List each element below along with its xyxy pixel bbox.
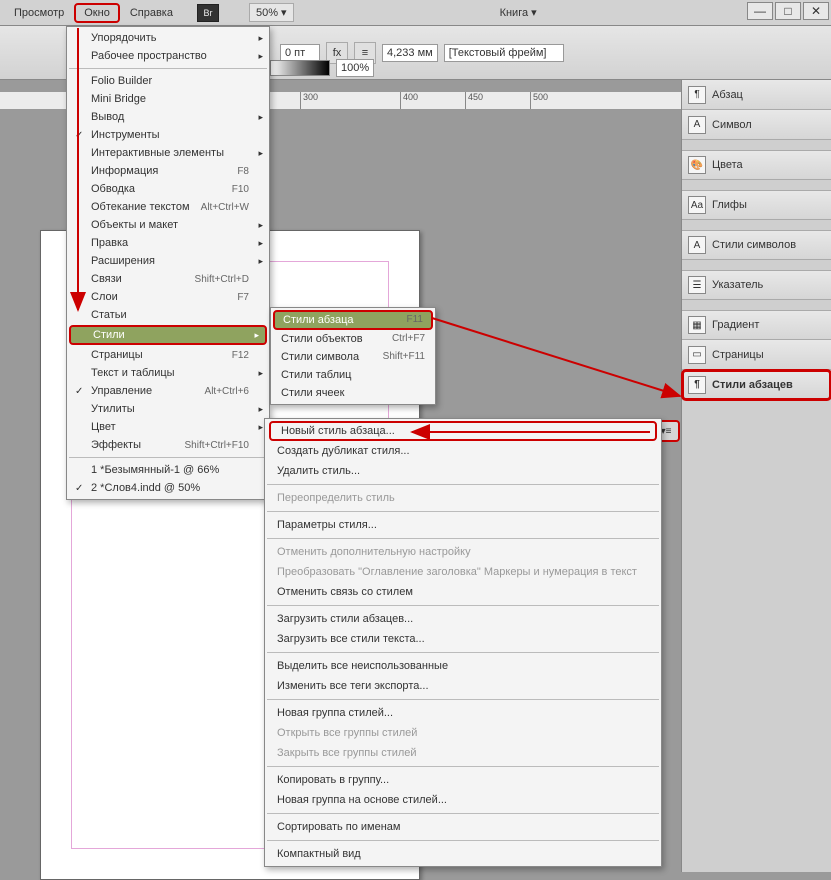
panel-label: Символ: [712, 119, 752, 131]
menu-item[interactable]: Mini Bridge: [67, 90, 269, 108]
context-item[interactable]: Загрузить все стили текста...: [265, 629, 661, 649]
submenu-item[interactable]: Стили абзацаF11: [273, 310, 433, 330]
context-item[interactable]: Компактный вид: [265, 844, 661, 864]
panel-icon: ¶: [688, 86, 706, 104]
panel-icon: ▭: [688, 346, 706, 364]
menu-item[interactable]: Объекты и макет: [67, 216, 269, 234]
menu-item[interactable]: Вывод: [67, 108, 269, 126]
panel-tab[interactable]: A Символ: [682, 110, 831, 140]
dim-field[interactable]: 4,233 мм: [382, 44, 438, 62]
panel-label: Стили абзацев: [712, 379, 793, 391]
menu-item[interactable]: Обтекание текстомAlt+Ctrl+W: [67, 198, 269, 216]
menu-item[interactable]: Folio Builder: [67, 72, 269, 90]
panel-icon: ☰: [688, 276, 706, 294]
panel-icon: A: [688, 236, 706, 254]
zoom-field[interactable]: 100%: [336, 59, 374, 77]
submenu-item[interactable]: Стили ячеек: [271, 384, 435, 402]
submenu-item[interactable]: Стили объектовCtrl+F7: [271, 330, 435, 348]
submenu-item[interactable]: Стили таблиц: [271, 366, 435, 384]
context-item: Переопределить стиль: [265, 488, 661, 508]
menu-item[interactable]: Стили: [69, 325, 267, 345]
menu-item[interactable]: 1 *Безымянный-1 @ 66%: [67, 461, 269, 479]
menu-item[interactable]: Интерактивные элементы: [67, 144, 269, 162]
panel-icon: 🎨: [688, 156, 706, 174]
menu-item[interactable]: Расширения: [67, 252, 269, 270]
panel-label: Абзац: [712, 89, 743, 101]
menu-item[interactable]: Упорядочить: [67, 29, 269, 47]
ruler-tick: 450: [465, 92, 483, 109]
maximize-button[interactable]: □: [775, 2, 801, 20]
panel-tab[interactable]: ¶ Абзац: [682, 80, 831, 110]
right-panels: ¶ Абзац A Символ 🎨 Цвета Aa Глифы A Стили символо…: [681, 80, 831, 872]
menu-item[interactable]: Статьи: [67, 306, 269, 324]
paragraph-styles-flyout-menu: Новый стиль абзаца...Создать дубликат ст…: [264, 418, 662, 867]
close-button[interactable]: ✕: [803, 2, 829, 20]
context-item[interactable]: Параметры стиля...: [265, 515, 661, 535]
panel-label: Страницы: [712, 349, 764, 361]
zoom-select[interactable]: 50% ▾: [249, 3, 294, 22]
panel-icon: ▦: [688, 316, 706, 334]
context-item: Закрыть все группы стилей: [265, 743, 661, 763]
context-item[interactable]: Копировать в группу...: [265, 770, 661, 790]
gradient-swatch[interactable]: [270, 60, 330, 76]
context-item[interactable]: Новый стиль абзаца...: [269, 421, 657, 441]
window-menu-dropdown: УпорядочитьРабочее пространство Folio Bui…: [66, 26, 270, 500]
styles-submenu: Стили абзацаF11Стили объектовCtrl+F7Стил…: [270, 307, 436, 405]
context-item[interactable]: Изменить все теги экспорта...: [265, 676, 661, 696]
panel-label: Глифы: [712, 199, 747, 211]
menu-item[interactable]: Инструменты: [67, 126, 269, 144]
panel-icon: A: [688, 116, 706, 134]
menu-item[interactable]: ЭффектыShift+Ctrl+F10: [67, 436, 269, 454]
ruler-tick: 500: [530, 92, 548, 109]
context-item: Отменить дополнительную настройку: [265, 542, 661, 562]
panel-tab[interactable]: ☰ Указатель: [682, 270, 831, 300]
menu-window[interactable]: Окно: [74, 3, 120, 23]
menu-view[interactable]: Просмотр: [4, 3, 74, 23]
panel-label: Цвета: [712, 159, 743, 171]
panel-icon: ¶: [688, 376, 706, 394]
menu-item[interactable]: Цвет: [67, 418, 269, 436]
menu-item[interactable]: Текст и таблицы: [67, 364, 269, 382]
context-item[interactable]: Удалить стиль...: [265, 461, 661, 481]
panel-tab[interactable]: ▦ Градиент: [682, 310, 831, 340]
menubar: Просмотр Окно Справка Br 50% ▾ Книга ▾: [0, 0, 831, 26]
window-controls: — □ ✕: [747, 2, 829, 20]
minimize-button[interactable]: —: [747, 2, 773, 20]
panel-tab[interactable]: ▭ Страницы: [682, 340, 831, 370]
context-item[interactable]: Создать дубликат стиля...: [265, 441, 661, 461]
panel-tab[interactable]: ¶ Стили абзацев: [682, 370, 831, 400]
context-item[interactable]: Отменить связь со стилем: [265, 582, 661, 602]
menu-item[interactable]: СвязиShift+Ctrl+D: [67, 270, 269, 288]
menu-item[interactable]: ОбводкаF10: [67, 180, 269, 198]
menu-item[interactable]: Рабочее пространство: [67, 47, 269, 65]
frame-select[interactable]: [Текстовый фрейм]: [444, 44, 564, 62]
panel-label: Стили символов: [712, 239, 796, 251]
panel-label: Градиент: [712, 319, 759, 331]
panel-tab[interactable]: A Стили символов: [682, 230, 831, 260]
menu-item[interactable]: СтраницыF12: [67, 346, 269, 364]
submenu-item[interactable]: Стили символаShift+F11: [271, 348, 435, 366]
menu-item[interactable]: Утилиты: [67, 400, 269, 418]
panel-label: Указатель: [712, 279, 763, 291]
menu-item[interactable]: ИнформацияF8: [67, 162, 269, 180]
ruler-tick: 400: [400, 92, 418, 109]
context-item: Преобразовать "Оглавление заголовка" Мар…: [265, 562, 661, 582]
context-item[interactable]: Новая группа на основе стилей...: [265, 790, 661, 810]
menu-item[interactable]: СлоиF7: [67, 288, 269, 306]
ruler-tick: 300: [300, 92, 318, 109]
context-item[interactable]: Сортировать по именам: [265, 817, 661, 837]
context-item[interactable]: Выделить все неиспользованные: [265, 656, 661, 676]
panel-icon: Aa: [688, 196, 706, 214]
menu-help[interactable]: Справка: [120, 3, 183, 23]
context-item[interactable]: Новая группа стилей...: [265, 703, 661, 723]
context-item[interactable]: Загрузить стили абзацев...: [265, 609, 661, 629]
menu-item[interactable]: 2 *Слов4.indd @ 50%: [67, 479, 269, 497]
book-dropdown[interactable]: Книга ▾: [494, 4, 543, 21]
bridge-icon[interactable]: Br: [197, 4, 219, 22]
menu-item[interactable]: Правка: [67, 234, 269, 252]
panel-tab[interactable]: 🎨 Цвета: [682, 150, 831, 180]
panel-tab[interactable]: Aa Глифы: [682, 190, 831, 220]
menu-item[interactable]: УправлениеAlt+Ctrl+6: [67, 382, 269, 400]
context-item: Открыть все группы стилей: [265, 723, 661, 743]
